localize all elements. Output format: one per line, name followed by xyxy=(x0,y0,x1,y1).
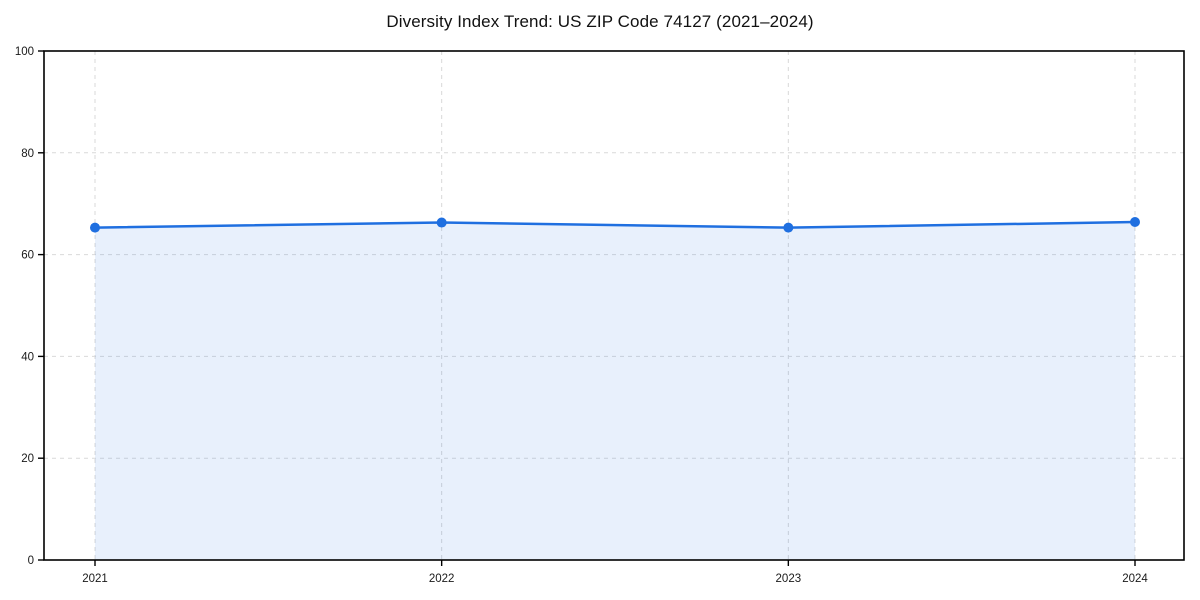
x-tick-label: 2024 xyxy=(1122,573,1148,585)
area-fill xyxy=(95,222,1135,561)
y-tick-label: 80 xyxy=(21,148,34,160)
data-point-2024 xyxy=(1130,217,1140,228)
y-tick-label: 0 xyxy=(28,555,34,567)
data-point-2022 xyxy=(436,217,447,228)
y-tick-label: 100 xyxy=(15,46,34,58)
data-point-2023 xyxy=(783,222,794,233)
x-tick-label: 2022 xyxy=(429,573,455,585)
x-tick-label: 2021 xyxy=(82,573,108,585)
plot-frame xyxy=(43,50,1185,561)
chart-title: Diversity Index Trend: US ZIP Code 74127… xyxy=(386,12,814,31)
trend-line xyxy=(93,220,1137,229)
y-tick-label: 60 xyxy=(21,250,34,262)
x-tick-label: 2023 xyxy=(776,573,802,585)
y-tick-label: 40 xyxy=(21,351,34,363)
data-point-2021 xyxy=(90,222,100,233)
y-tick-label: 20 xyxy=(21,453,34,465)
